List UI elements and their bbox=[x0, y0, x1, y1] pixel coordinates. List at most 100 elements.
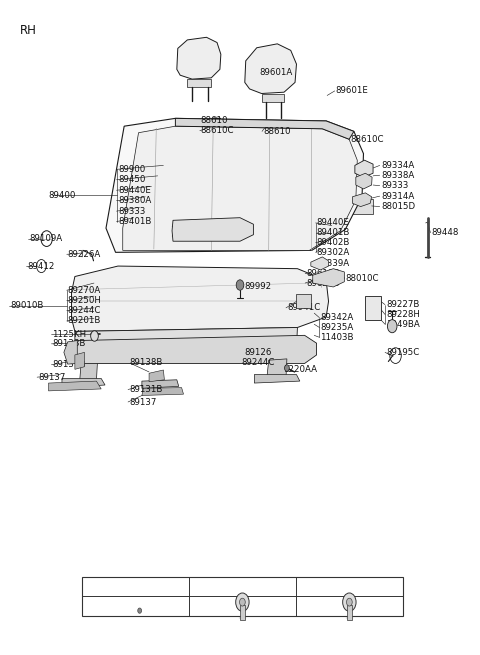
Polygon shape bbox=[311, 257, 328, 270]
Text: 89235A: 89235A bbox=[321, 323, 354, 332]
Bar bbox=[297, 293, 311, 308]
Text: 89201B: 89201B bbox=[68, 316, 101, 326]
Polygon shape bbox=[106, 119, 363, 252]
Text: 89440E: 89440E bbox=[118, 186, 151, 195]
Polygon shape bbox=[175, 119, 354, 140]
Polygon shape bbox=[75, 352, 84, 369]
Polygon shape bbox=[172, 217, 253, 241]
Text: 89921: 89921 bbox=[173, 221, 200, 231]
Text: 89137: 89137 bbox=[38, 373, 65, 382]
Text: 89244C: 89244C bbox=[68, 306, 101, 315]
Polygon shape bbox=[352, 193, 372, 206]
Text: 89440E: 89440E bbox=[317, 218, 349, 227]
Text: 89402B: 89402B bbox=[317, 238, 350, 247]
Text: 88610: 88610 bbox=[201, 117, 228, 126]
Circle shape bbox=[138, 608, 142, 613]
Polygon shape bbox=[72, 266, 328, 331]
Text: 89195C: 89195C bbox=[386, 348, 419, 357]
Text: 88610C: 88610C bbox=[350, 135, 384, 143]
Text: 89138B: 89138B bbox=[129, 358, 162, 367]
Text: 89601A: 89601A bbox=[259, 68, 292, 77]
Text: 89401B: 89401B bbox=[118, 217, 151, 226]
Polygon shape bbox=[80, 364, 97, 381]
Polygon shape bbox=[187, 79, 211, 87]
Circle shape bbox=[240, 598, 245, 606]
Bar bbox=[347, 605, 352, 620]
Text: 1249BA: 1249BA bbox=[386, 320, 420, 329]
Bar bbox=[350, 199, 373, 214]
Text: 88610: 88610 bbox=[263, 127, 290, 136]
Polygon shape bbox=[254, 375, 300, 383]
Circle shape bbox=[91, 331, 98, 341]
Text: 89131B: 89131B bbox=[129, 385, 162, 394]
Text: 89228H: 89228H bbox=[386, 310, 420, 319]
Polygon shape bbox=[62, 379, 105, 388]
Bar bbox=[240, 605, 245, 620]
Text: 89302A: 89302A bbox=[317, 248, 350, 257]
Polygon shape bbox=[355, 160, 373, 177]
Text: 14614: 14614 bbox=[121, 582, 150, 591]
Text: 89138B: 89138B bbox=[52, 339, 86, 348]
Circle shape bbox=[347, 598, 352, 606]
Bar bbox=[82, 577, 403, 616]
Text: 88610C: 88610C bbox=[201, 126, 234, 136]
Text: 11403B: 11403B bbox=[321, 333, 354, 342]
Polygon shape bbox=[356, 174, 372, 189]
Polygon shape bbox=[76, 335, 317, 364]
Polygon shape bbox=[365, 296, 381, 320]
Text: 89333: 89333 bbox=[118, 207, 145, 215]
Text: 89314A: 89314A bbox=[381, 192, 414, 200]
Text: 89126: 89126 bbox=[245, 348, 272, 357]
Text: 88010C: 88010C bbox=[345, 274, 379, 283]
Polygon shape bbox=[48, 381, 101, 391]
Circle shape bbox=[236, 593, 249, 611]
Text: 89334A: 89334A bbox=[381, 161, 414, 170]
Text: 89900: 89900 bbox=[118, 165, 145, 174]
Text: 89992: 89992 bbox=[245, 282, 272, 291]
Text: 89250H: 89250H bbox=[68, 296, 102, 305]
Polygon shape bbox=[142, 380, 179, 388]
Text: 89412: 89412 bbox=[27, 261, 54, 271]
Text: 88015D: 88015D bbox=[381, 202, 415, 211]
Polygon shape bbox=[64, 341, 77, 364]
Circle shape bbox=[343, 593, 356, 611]
Polygon shape bbox=[149, 370, 164, 382]
Text: 89620D: 89620D bbox=[306, 278, 340, 288]
Polygon shape bbox=[313, 269, 344, 287]
Text: 89270A: 89270A bbox=[68, 286, 101, 295]
Text: 89941C: 89941C bbox=[287, 303, 320, 312]
Text: 89244C: 89244C bbox=[241, 358, 275, 367]
Polygon shape bbox=[245, 44, 297, 94]
Text: 89339A: 89339A bbox=[317, 259, 350, 268]
Text: 89226A: 89226A bbox=[68, 250, 101, 259]
Circle shape bbox=[387, 320, 397, 333]
Polygon shape bbox=[262, 94, 284, 102]
Text: 89137: 89137 bbox=[129, 398, 156, 407]
Text: 1125KH: 1125KH bbox=[52, 329, 86, 339]
Polygon shape bbox=[177, 37, 221, 79]
Text: RH: RH bbox=[20, 24, 36, 37]
Circle shape bbox=[236, 280, 244, 290]
Text: 1241AA: 1241AA bbox=[225, 582, 260, 591]
Text: 89448: 89448 bbox=[432, 228, 459, 237]
Text: 89342A: 89342A bbox=[321, 313, 354, 322]
Text: 1220AA: 1220AA bbox=[283, 365, 317, 375]
Text: 89227B: 89227B bbox=[386, 300, 420, 309]
Text: 89900: 89900 bbox=[173, 231, 200, 240]
Text: 89610D: 89610D bbox=[306, 269, 340, 278]
Text: 89601E: 89601E bbox=[336, 86, 369, 96]
Text: 89333: 89333 bbox=[381, 181, 408, 190]
Text: 89109A: 89109A bbox=[29, 234, 62, 243]
Text: 89400: 89400 bbox=[48, 191, 76, 200]
Text: 89450: 89450 bbox=[118, 176, 145, 184]
Text: 89338A: 89338A bbox=[381, 171, 414, 179]
Polygon shape bbox=[267, 359, 287, 379]
Text: 89010B: 89010B bbox=[10, 301, 44, 310]
Text: 1140KX: 1140KX bbox=[332, 582, 367, 591]
Text: 89131B: 89131B bbox=[52, 360, 86, 369]
Text: 89380A: 89380A bbox=[118, 196, 151, 205]
Polygon shape bbox=[75, 328, 298, 354]
Circle shape bbox=[285, 365, 289, 371]
Polygon shape bbox=[142, 388, 183, 396]
Polygon shape bbox=[123, 126, 357, 250]
